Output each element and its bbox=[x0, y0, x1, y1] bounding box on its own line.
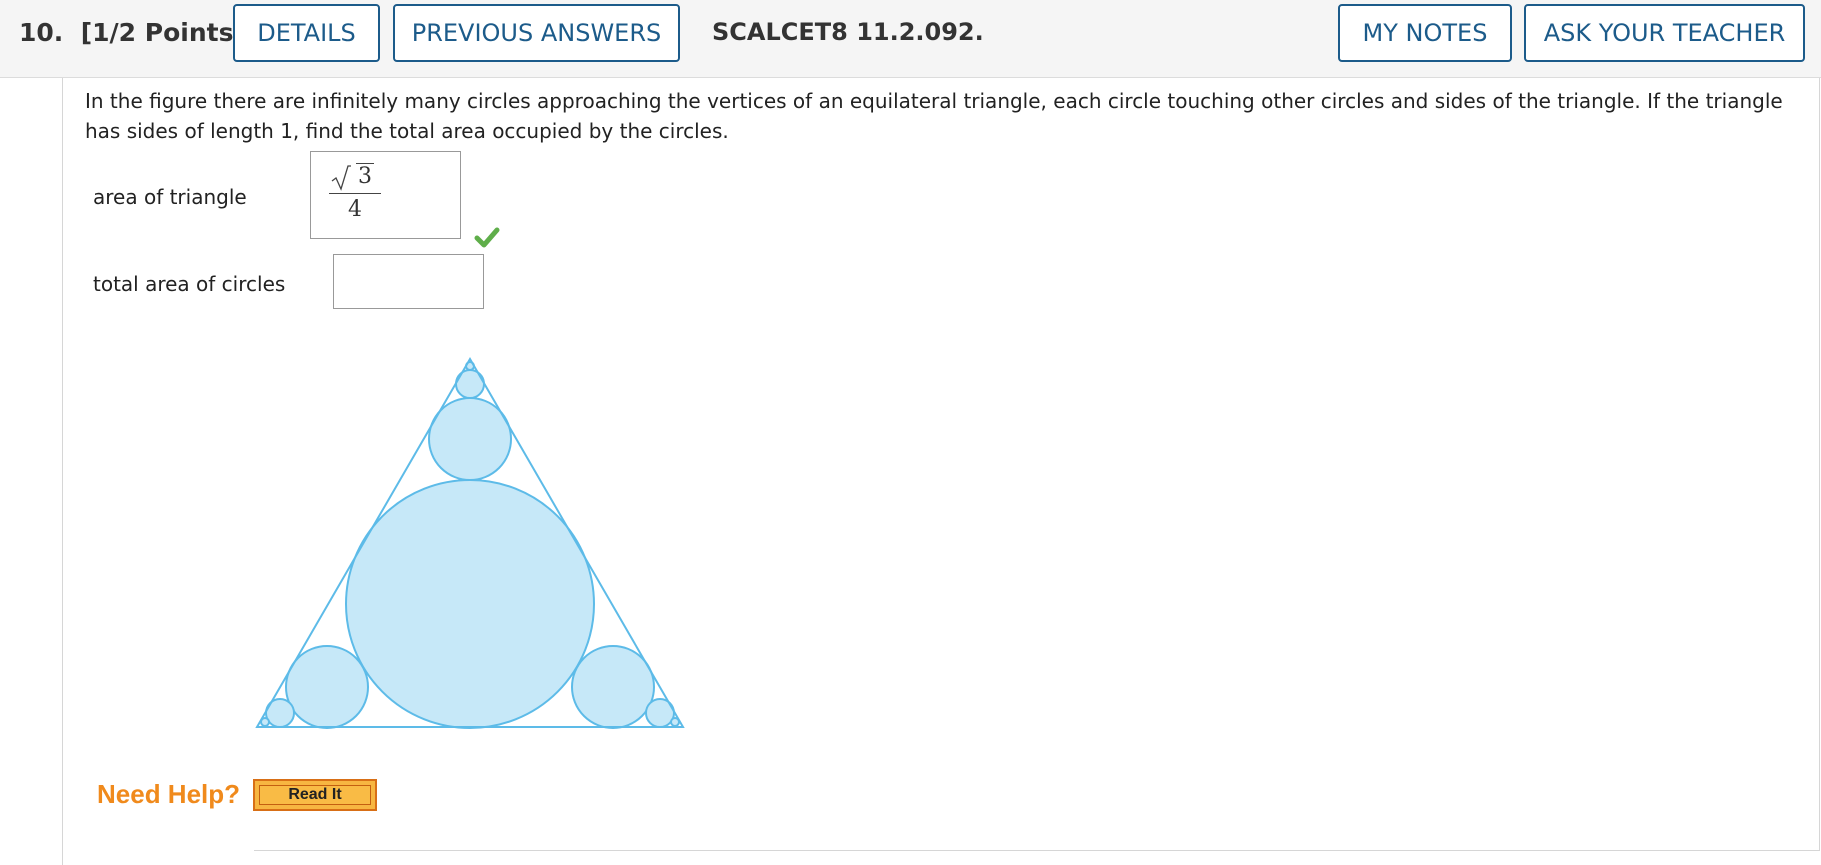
previous-answers-button[interactable]: PREVIOUS ANSWERS bbox=[393, 4, 680, 62]
sqrt-icon bbox=[331, 165, 351, 191]
left-circle-2 bbox=[285, 645, 369, 729]
question-text: In the figure there are infinitely many … bbox=[85, 89, 1783, 143]
triangle-area-answer-box[interactable]: 3 4 bbox=[310, 151, 461, 239]
need-help-label: Need Help? bbox=[97, 779, 241, 809]
sqrt-radicand: 3 bbox=[356, 163, 374, 189]
fraction-denominator: 4 bbox=[348, 197, 362, 222]
question-number-points: 10. [1/2 Points] bbox=[19, 18, 245, 47]
read-it-inner-border bbox=[259, 785, 371, 805]
content-bottom-border bbox=[254, 850, 1820, 851]
question-header: 10. [1/2 Points] DETAILS PREVIOUS ANSWER… bbox=[0, 0, 1821, 78]
center-circle bbox=[345, 479, 595, 729]
triangle-circles-figure bbox=[255, 357, 685, 729]
content-left-border bbox=[62, 78, 63, 865]
read-it-button[interactable]: Read It bbox=[253, 779, 377, 811]
points-label: [1/2 Points] bbox=[80, 18, 245, 47]
details-button[interactable]: DETAILS bbox=[233, 4, 380, 62]
circles-area-input[interactable] bbox=[333, 254, 484, 309]
fraction-bar bbox=[329, 193, 381, 194]
fraction-numerator: 3 bbox=[329, 162, 381, 191]
checkmark-icon bbox=[474, 227, 500, 248]
read-it-label: Read It bbox=[288, 786, 342, 803]
content-right-border bbox=[1819, 78, 1820, 851]
equilateral-triangle bbox=[255, 357, 685, 728]
question-code: SCALCET8 11.2.092. bbox=[712, 18, 984, 46]
circles-area-label: total area of circles bbox=[93, 272, 286, 296]
question-number: 10. bbox=[19, 18, 64, 47]
right-circle-2 bbox=[571, 645, 655, 729]
triangle-area-fraction: 3 4 bbox=[329, 162, 381, 224]
triangle-area-label: area of triangle bbox=[93, 185, 247, 209]
my-notes-button[interactable]: MY NOTES bbox=[1338, 4, 1512, 62]
ask-your-teacher-button[interactable]: ASK YOUR TEACHER bbox=[1524, 4, 1805, 62]
